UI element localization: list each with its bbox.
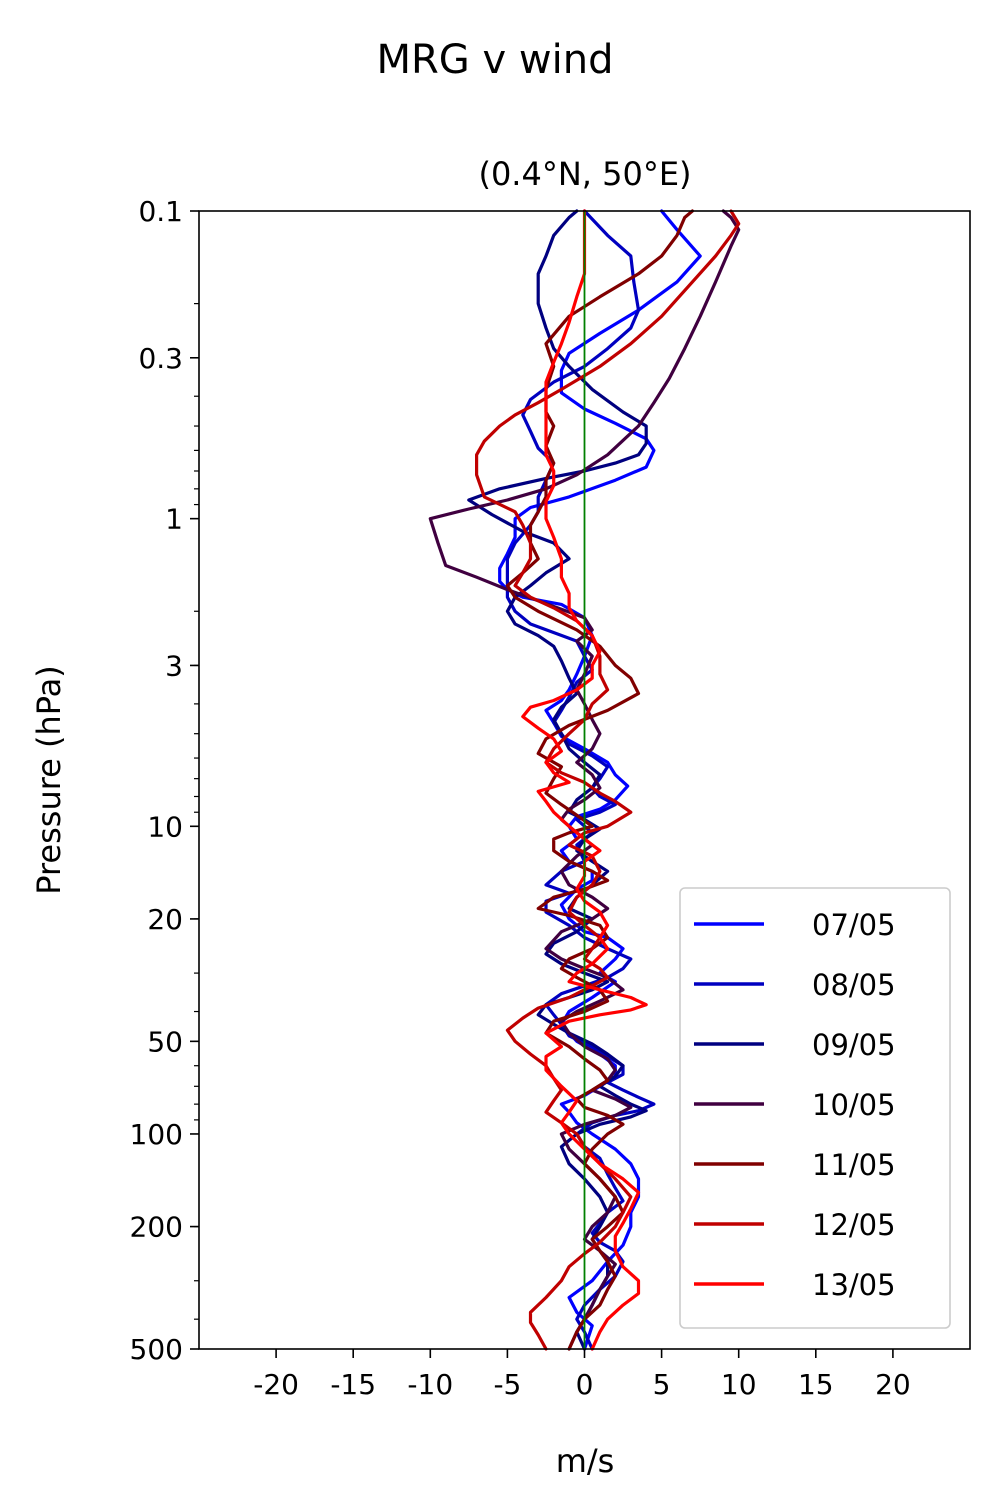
x-tick-label: -20 [253,1368,299,1401]
y-tick-label: 0.3 [138,342,183,375]
series-line-11-05 [505,209,694,1351]
y-axis-label: Pressure (hPa) [30,665,68,895]
y-tick-label: 100 [130,1118,183,1151]
x-tick-label: 15 [798,1368,834,1401]
y-tick-label: 20 [147,903,183,936]
series-line-10-05 [428,209,741,1351]
y-tick-label: 50 [147,1025,183,1058]
x-axis-label: m/s [556,1442,615,1480]
legend-label: 09/05 [812,1028,896,1062]
series-line-08-05 [505,209,656,1351]
y-tick-label: 1 [165,503,183,536]
plot-area: -20 -15 -10 -5 0 5 10 15 20 0.1 0.3 1 3 10 20 50 100 200 5… [130,195,971,1401]
legend-label: 11/05 [812,1148,896,1182]
x-tick-label: -10 [407,1368,453,1401]
chart-title: (0.4°N, 50°E) [478,155,691,193]
y-tick-label: 200 [130,1211,183,1244]
y-tick-label: 3 [165,649,183,682]
legend-label: 12/05 [812,1208,896,1242]
x-tick-label: 10 [721,1368,757,1401]
x-tick-label: 0 [576,1368,594,1401]
x-tick-label: -15 [330,1368,376,1401]
y-tick-label: 10 [147,810,183,843]
series-line-09-05 [467,209,648,1351]
series-line-13-05 [521,209,648,1351]
x-tick-label: -5 [493,1368,521,1401]
legend-label: 08/05 [812,968,896,1002]
legend-label: 07/05 [812,908,896,942]
y-tick-label: 0.1 [138,195,183,228]
legend-label: 13/05 [812,1268,896,1302]
x-tick-label: 20 [875,1368,911,1401]
legend-label: 10/05 [812,1088,896,1122]
legend-frame [679,887,951,1329]
legend: 07/05 08/05 09/05 10/05 11/05 12/05 13/05 [679,887,951,1329]
chart-suptitle: MRG v wind [377,37,614,83]
y-tick-label: 500 [130,1333,183,1366]
x-tick-label: 5 [653,1368,671,1401]
